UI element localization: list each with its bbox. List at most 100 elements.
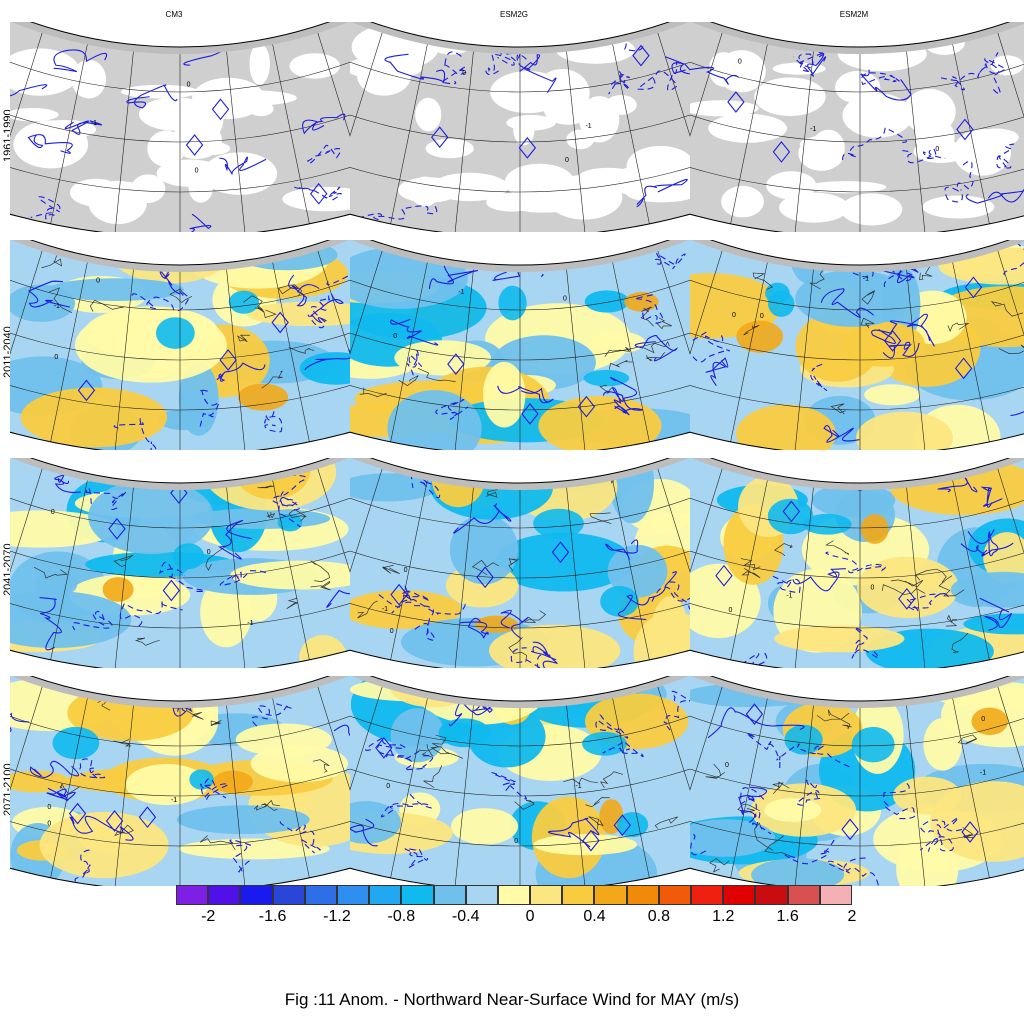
- contour-negative: [400, 585, 431, 602]
- contour-negative: [365, 736, 423, 760]
- anomaly-fill-region: [494, 532, 633, 592]
- anomaly-fill-region: [751, 858, 845, 886]
- map-outline: [350, 22, 690, 232]
- contour-label: 0: [729, 607, 733, 614]
- contour-positive: [29, 760, 80, 779]
- map-outline: [690, 240, 1024, 450]
- contour-negative: [380, 793, 432, 818]
- meridian-line: [350, 462, 385, 644]
- anomaly-fill-region: [690, 273, 782, 339]
- coastline: [588, 816, 604, 830]
- contour-closed: [632, 44, 650, 67]
- contour-negative: [663, 690, 690, 731]
- contour-negative: [391, 601, 436, 641]
- contour-positive: [519, 54, 557, 93]
- anomaly-fill-region: [864, 384, 921, 406]
- contour-positive: [967, 529, 999, 557]
- coastline: [816, 709, 841, 722]
- contour-label: 0: [738, 59, 742, 66]
- contour-positive: [219, 156, 267, 175]
- coastline: [523, 610, 547, 623]
- coastline: [486, 489, 499, 498]
- contour-closed: [211, 98, 230, 121]
- contour-positive: [10, 708, 29, 733]
- contour-negative: [119, 599, 183, 627]
- contour-closed: [68, 802, 87, 825]
- contour-closed: [577, 395, 596, 418]
- coastline: [508, 637, 527, 663]
- land-patch: [772, 62, 826, 75]
- land-patch: [289, 53, 341, 79]
- contour-closed: [582, 829, 600, 852]
- anomaly-core: [213, 770, 254, 793]
- meridian-line: [610, 255, 650, 442]
- coastline: [310, 560, 330, 582]
- anomaly-fill-region: [690, 819, 776, 857]
- contour-positive: [459, 617, 489, 639]
- coastline: [951, 633, 969, 654]
- meridian-line: [350, 244, 385, 426]
- contour-closed: [108, 517, 126, 540]
- contour-positive: [960, 542, 1014, 557]
- map-panel-esm2m-2041-2070: 0 -1 0: [690, 458, 1024, 668]
- contour-negative: [902, 147, 946, 164]
- contour-positive: [333, 715, 350, 738]
- contour-negative: [769, 574, 801, 594]
- meridian-line: [690, 462, 725, 644]
- contour-closed: [898, 587, 916, 610]
- contour-label: -1: [575, 783, 581, 790]
- coastline: [604, 346, 631, 357]
- land-patch: [425, 138, 474, 159]
- meridian-line: [114, 44, 135, 232]
- map-rim: [690, 676, 1024, 708]
- map-outline: [10, 458, 350, 668]
- contour-negative: [906, 592, 949, 612]
- coastline: [741, 568, 761, 579]
- contour-negative: [826, 857, 879, 886]
- contour-negative: [491, 772, 527, 800]
- coastline: [185, 706, 204, 720]
- meridian-line: [730, 37, 770, 224]
- colorbar-tick-label: -0.8: [387, 908, 416, 925]
- contour-negative: [936, 52, 999, 91]
- coastline: [261, 370, 283, 389]
- land-patch: [766, 171, 817, 200]
- contour-negative: [264, 411, 283, 433]
- map-panel-cm3-2071-2100: 0 -1 0: [10, 676, 350, 886]
- coastline: [705, 763, 725, 779]
- anomaly-fill-region: [857, 556, 959, 619]
- contour-negative: [404, 847, 429, 869]
- coastline: [134, 637, 160, 646]
- meridian-line: [565, 480, 586, 668]
- anomaly-core: [736, 320, 784, 353]
- coastline: [421, 744, 433, 757]
- contour-positive: [707, 707, 805, 739]
- contour-label: 0: [390, 628, 394, 635]
- colorbar-tick-label: 0.8: [647, 908, 670, 925]
- coastline: [514, 800, 535, 810]
- contour-label: 0: [386, 783, 390, 790]
- map-panel-esm2g-2041-2070: 0 -1 0: [350, 458, 690, 668]
- anomaly-fill-region: [690, 563, 761, 639]
- contour-negative: [484, 53, 515, 76]
- coastline: [882, 584, 926, 595]
- coastline: [861, 290, 875, 305]
- contour-negative: [385, 750, 434, 771]
- map-outline: [350, 240, 690, 450]
- coastline: [773, 543, 794, 556]
- meridian-line: [950, 37, 990, 224]
- meridian-line: [315, 244, 350, 426]
- anomaly-fill-region: [589, 331, 646, 354]
- anomaly-fill-region: [394, 340, 492, 376]
- map-outline: [690, 676, 1024, 886]
- contour-negative: [635, 61, 679, 91]
- contour-positive: [27, 134, 73, 154]
- coastline: [947, 322, 969, 332]
- contour-positive: [53, 49, 108, 73]
- land-patch: [513, 115, 535, 146]
- contour-negative: [784, 839, 835, 865]
- coastline: [589, 512, 612, 524]
- contour-closed: [772, 141, 791, 163]
- meridian-line: [905, 44, 926, 232]
- meridian-line: [350, 26, 385, 208]
